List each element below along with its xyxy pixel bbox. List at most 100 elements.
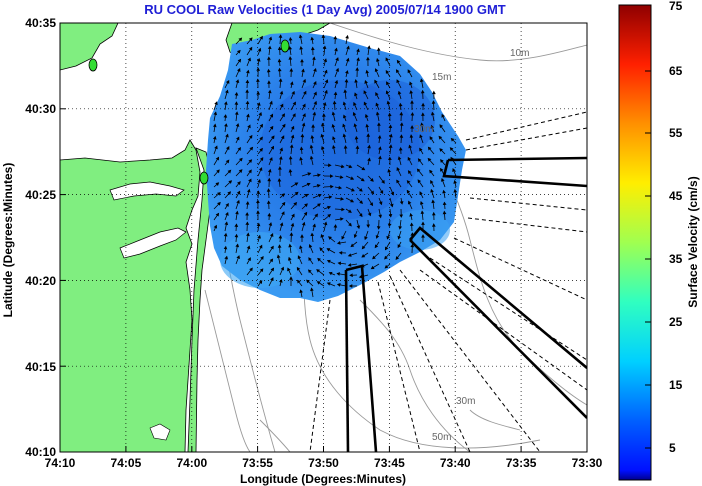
land-new-jersey bbox=[60, 23, 119, 71]
velocity-arrowhead bbox=[332, 144, 336, 149]
velocity-arrowhead bbox=[288, 36, 293, 41]
velocity-arrowhead bbox=[324, 89, 328, 94]
velocity-arrowhead bbox=[442, 210, 447, 215]
velocity-arrowhead bbox=[331, 123, 336, 128]
velocity-arrowhead bbox=[407, 156, 412, 161]
velocity-arrowhead bbox=[332, 100, 337, 105]
velocity-arrowhead bbox=[289, 81, 294, 86]
velocity-arrowhead bbox=[431, 199, 436, 204]
colorbar-ticks bbox=[645, 4, 651, 449]
velocity-arrowhead bbox=[345, 57, 350, 62]
radar-station-west bbox=[88, 58, 98, 72]
velocity-arrowhead bbox=[223, 101, 228, 105]
velocity-arrowhead bbox=[214, 145, 218, 150]
velocity-arrowhead bbox=[397, 244, 401, 249]
y-axis bbox=[60, 22, 66, 453]
velocity-arrowhead bbox=[429, 169, 433, 174]
velocity-arrowhead bbox=[378, 214, 382, 219]
velocity-arrowhead bbox=[267, 56, 271, 60]
x-tick-label: 74:10 bbox=[45, 456, 76, 470]
velocity-arrowhead bbox=[432, 90, 436, 95]
velocity-arrowhead bbox=[328, 163, 332, 168]
velocity-arrowhead bbox=[376, 57, 380, 62]
velocity-arrowhead bbox=[329, 174, 334, 178]
x-tick-label: 73:50 bbox=[308, 456, 339, 470]
velocity-arrowhead bbox=[291, 213, 295, 218]
velocity-arrowhead bbox=[292, 113, 296, 118]
velocity-arrowhead bbox=[347, 253, 352, 257]
velocity-arrowhead bbox=[299, 289, 303, 294]
velocity-arrowhead bbox=[266, 188, 271, 192]
velocity-arrowhead bbox=[348, 164, 353, 169]
velocity-arrowhead bbox=[397, 235, 402, 240]
velocity-arrowhead bbox=[281, 113, 285, 118]
velocity-arrowhead bbox=[339, 175, 344, 179]
velocity-arrowhead bbox=[349, 273, 353, 278]
velocity-arrowhead bbox=[409, 222, 414, 226]
velocity-arrowhead bbox=[356, 48, 360, 53]
velocity-arrowhead bbox=[421, 234, 425, 238]
velocity-arrowhead bbox=[267, 45, 272, 50]
y-tick-label: 40:15 bbox=[25, 360, 56, 374]
velocity-arrowhead bbox=[363, 90, 367, 95]
velocity-arrowhead bbox=[320, 233, 325, 238]
velocity-arrowhead bbox=[399, 214, 404, 218]
velocity-arrowhead bbox=[296, 266, 301, 271]
velocity-arrowhead bbox=[278, 78, 283, 82]
colorbar-tick-label: 65 bbox=[669, 64, 683, 78]
velocity-arrowhead bbox=[268, 222, 273, 226]
velocity-arrowhead bbox=[377, 122, 381, 126]
velocity-arrowhead bbox=[376, 47, 381, 51]
velocity-arrowhead bbox=[249, 146, 254, 151]
velocity-arrowhead bbox=[408, 144, 412, 149]
velocity-arrowhead bbox=[299, 45, 304, 50]
velocity-arrowhead bbox=[438, 135, 443, 140]
velocity-arrowhead bbox=[419, 191, 423, 196]
velocity-arrowhead bbox=[372, 255, 376, 260]
velocity-arrowhead bbox=[279, 222, 284, 227]
velocity-arrowhead bbox=[310, 232, 315, 237]
velocity-arrowhead bbox=[277, 244, 282, 248]
velocity-arrowhead bbox=[363, 101, 368, 106]
velocity-arrowhead bbox=[234, 233, 239, 238]
velocity-arrowhead bbox=[378, 146, 382, 151]
velocity-arrowhead bbox=[385, 57, 389, 62]
velocity-arrowhead bbox=[355, 67, 360, 71]
velocity-arrowhead bbox=[259, 147, 263, 152]
velocity-arrowhead bbox=[236, 199, 240, 204]
velocity-arrowhead bbox=[417, 158, 422, 163]
velocity-arrowhead bbox=[396, 179, 400, 184]
velocity-arrowhead bbox=[278, 166, 282, 170]
velocity-arrowhead bbox=[234, 111, 239, 115]
velocity-arrowhead bbox=[361, 254, 366, 258]
velocity-arrowhead bbox=[217, 201, 221, 206]
velocity-arrowhead bbox=[352, 111, 357, 116]
velocity-arrowhead bbox=[407, 69, 411, 74]
velocity-arrowhead bbox=[350, 199, 355, 203]
velocity-arrowhead bbox=[312, 223, 316, 228]
velocity-arrowhead bbox=[320, 133, 325, 138]
velocity-arrowhead bbox=[340, 217, 344, 221]
velocity-arrowhead bbox=[248, 159, 253, 163]
velocity-arrowhead bbox=[278, 34, 283, 38]
land-new-jersey-main bbox=[60, 139, 201, 452]
velocity-arrowhead bbox=[396, 167, 400, 171]
x-tick-label: 73:30 bbox=[572, 456, 603, 470]
velocity-arrowhead bbox=[420, 89, 425, 94]
velocity-arrowhead bbox=[245, 221, 250, 225]
velocity-arrowhead bbox=[297, 255, 302, 260]
velocity-arrowhead bbox=[364, 113, 369, 118]
velocity-arrowhead bbox=[312, 111, 317, 116]
velocity-arrowhead bbox=[289, 144, 294, 148]
velocity-arrowhead bbox=[386, 235, 390, 240]
velocity-arrowhead bbox=[369, 202, 374, 207]
velocity-arrowhead bbox=[326, 259, 331, 264]
velocity-arrowhead bbox=[360, 177, 365, 182]
velocity-arrowhead bbox=[367, 212, 372, 217]
velocity-arrowhead bbox=[322, 101, 327, 106]
velocity-arrowhead bbox=[316, 269, 321, 273]
velocity-arrowhead bbox=[287, 267, 291, 272]
velocity-arrowhead bbox=[302, 78, 306, 83]
x-tick-label: 73:45 bbox=[374, 456, 405, 470]
